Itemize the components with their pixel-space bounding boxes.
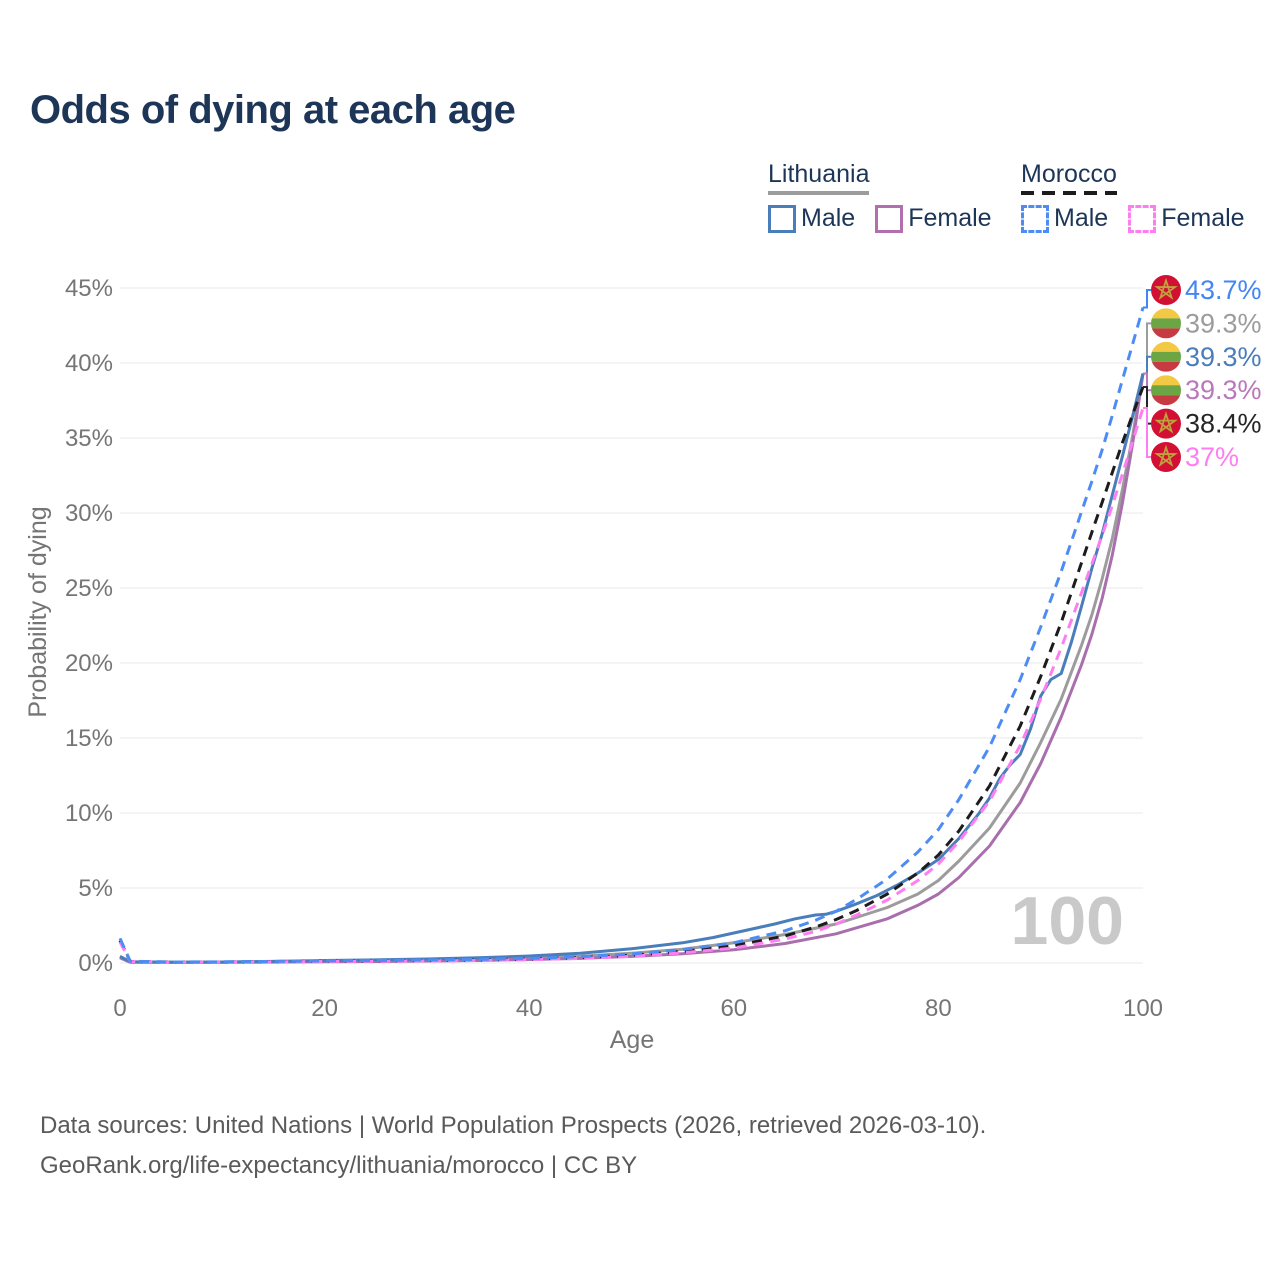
end-value-label-lithuania-average: 39.3% (1185, 308, 1262, 338)
chart-footer: Data sources: United Nations | World Pop… (40, 1106, 986, 1186)
data-sources-line: Data sources: United Nations | World Pop… (40, 1112, 987, 1139)
y-axis-title: Probability of dying (24, 506, 52, 717)
x-tick-label: 20 (311, 995, 338, 1022)
leader-line-lithuania-female (1143, 372, 1151, 392)
legend-item-label: Male (1054, 204, 1109, 232)
legend-item-label: Female (908, 204, 992, 232)
legend-item-morocco-female[interactable]: Female (1128, 204, 1245, 233)
page-title: Odds of dying at each age (30, 88, 516, 132)
series-line-morocco-average[interactable] (118, 386, 1145, 964)
x-tick-label: 80 (925, 995, 952, 1022)
y-tick-label: 35% (65, 425, 113, 452)
series-line-morocco-female[interactable] (118, 407, 1145, 964)
morocco-male-swatch-icon (1021, 204, 1049, 233)
end-value-label-morocco-female: 37% (1185, 442, 1239, 472)
pentagram-star-icon (1154, 411, 1178, 434)
chart-legend: Lithuania Male Female Morocco (0, 160, 1280, 240)
legend-country-label-lithuania: Lithuania (768, 160, 870, 188)
end-value-label-lithuania-female: 39.3% (1185, 375, 1262, 405)
y-tick-label: 30% (65, 500, 113, 527)
legend-item-label: Female (1161, 204, 1245, 232)
x-axis-title: Age (610, 1026, 654, 1054)
y-tick-label: 25% (65, 575, 113, 602)
end-value-label-morocco-male: 43.7% (1185, 275, 1262, 305)
lithuania-flag-icon (1151, 341, 1181, 372)
leader-line-morocco-average (1143, 386, 1151, 425)
morocco-flag-icon (1151, 442, 1181, 472)
pentagram-star-icon (1154, 277, 1178, 301)
lithuania-male-swatch-icon (768, 204, 796, 233)
leader-line-morocco-female (1143, 407, 1151, 458)
age-watermark: 100 (1011, 883, 1124, 959)
morocco-flag-icon (1151, 408, 1181, 439)
attribution-line: GeoRank.org/life-expectancy/lithuania/mo… (40, 1152, 638, 1179)
x-tick-label: 0 (113, 995, 126, 1022)
y-tick-label: 40% (65, 350, 113, 377)
legend-item-lithuania-male[interactable]: Male (768, 204, 855, 233)
mortality-chart: 0% 5% 10% 15% 20% 25% 30% 35% 40% 45% 0 20 40 60 80 100… (24, 275, 1262, 1054)
y-tick-label: 15% (65, 725, 113, 752)
leader-line-morocco-male (1143, 289, 1151, 309)
y-tick-label: 45% (65, 275, 113, 302)
morocco-female-swatch-icon (1128, 204, 1157, 233)
morocco-line-sample (1021, 191, 1117, 195)
lithuania-female-swatch-icon (875, 204, 904, 233)
series-line-morocco-male[interactable] (118, 307, 1145, 964)
x-tick-label: 60 (720, 995, 747, 1022)
series-line-lithuania-female[interactable] (119, 373, 1145, 964)
y-tick-label: 10% (65, 800, 113, 827)
legend-country-label-morocco: Morocco (1021, 160, 1117, 188)
morocco-flag-icon (1151, 275, 1181, 305)
end-value-label-morocco-average: 38.4% (1185, 409, 1262, 439)
legend-group-morocco: Morocco Male Female (1021, 160, 1245, 233)
leader-line-lithuania-male (1143, 355, 1151, 375)
y-tick-label: 20% (65, 650, 113, 677)
x-tick-label: 100 (1123, 995, 1163, 1022)
y-tick-label: 5% (78, 875, 113, 902)
pentagram-star-icon (1154, 444, 1178, 468)
legend-item-morocco-male[interactable]: Male (1021, 204, 1108, 233)
series-line-lithuania-average[interactable] (119, 373, 1145, 964)
x-tick-label: 40 (516, 995, 543, 1022)
series-line-lithuania-male[interactable] (119, 373, 1145, 964)
end-value-label-lithuania-male: 39.3% (1185, 342, 1262, 372)
lithuania-line-sample (768, 191, 870, 195)
legend-group-lithuania: Lithuania Male Female (768, 160, 992, 233)
lithuania-flag-icon (1151, 308, 1181, 339)
legend-item-label: Male (801, 204, 856, 232)
lithuania-flag-icon (1151, 375, 1181, 406)
legend-item-lithuania-female[interactable]: Female (875, 204, 992, 233)
y-tick-label: 0% (78, 950, 113, 977)
